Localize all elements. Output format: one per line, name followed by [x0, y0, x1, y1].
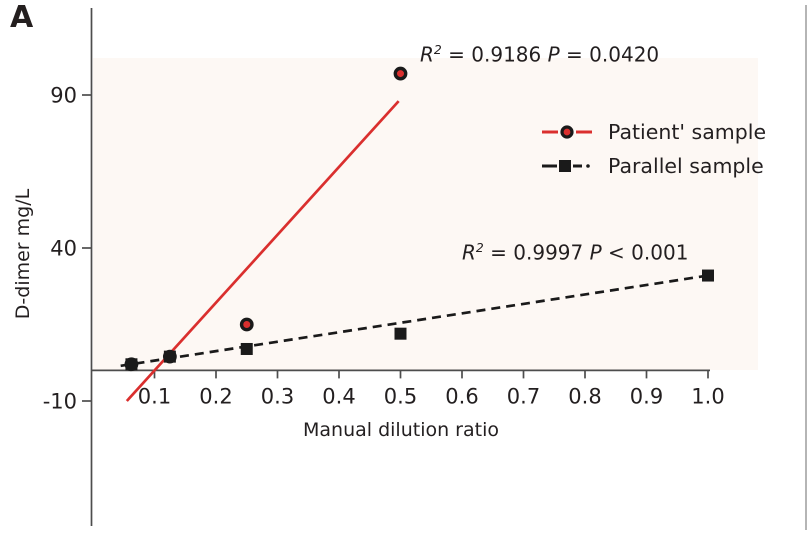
x-tick-label: 0.3	[261, 384, 294, 408]
x-tick-label: 0.8	[568, 384, 601, 408]
legend-label-parallel: Parallel sample	[608, 154, 764, 178]
panel-label: A	[10, 0, 35, 35]
x-tick-label: 0.1	[138, 384, 171, 408]
x-tick-label: 0.6	[445, 384, 478, 408]
plot-area	[93, 58, 758, 370]
r-exponent: 2	[475, 240, 484, 255]
x-tick-label: 1.0	[691, 384, 724, 408]
x-tick-label: 0.4	[322, 384, 355, 408]
x-tick-label: 0.2	[199, 384, 232, 408]
x-tick-label: 0.5	[384, 384, 417, 408]
data-point-patient	[393, 66, 408, 81]
data-point-parallel	[240, 342, 253, 355]
y-axis-title: D-dimer mg/L	[12, 188, 34, 320]
p-symbol: P	[589, 240, 602, 265]
data-point-patient	[239, 317, 254, 332]
legend-label-patient: Patient' sample	[608, 120, 767, 144]
y-tick-label: -10	[43, 390, 77, 414]
data-point-parallel	[125, 358, 138, 371]
r2-value: = 0.9997	[490, 240, 584, 265]
y-tick-label: 90	[50, 84, 77, 108]
r2-value: = 0.9186	[448, 42, 542, 67]
data-point-parallel	[163, 350, 176, 363]
legend: Patient' sample Parallel sample	[540, 115, 766, 183]
data-point-parallel	[702, 269, 714, 282]
parallel-regression-stats: R2 = 0.9997 P < 0.001	[462, 240, 688, 265]
x-tick-label: 0.7	[507, 384, 540, 408]
r-symbol: R	[420, 42, 434, 67]
p-symbol: P	[547, 42, 560, 67]
patient-sample-marker-icon	[542, 125, 592, 139]
r-symbol: R	[462, 240, 476, 265]
patient-regression-stats: R2 = 0.9186 P = 0.0420	[420, 42, 659, 67]
y-tick-label: 40	[50, 237, 77, 261]
r-exponent: 2	[433, 42, 442, 57]
x-axis-title: Manual dilution ratio	[303, 419, 499, 441]
p-value: < 0.001	[608, 240, 689, 265]
parallel-sample-marker-icon	[542, 160, 590, 172]
figure-right-border	[805, 5, 807, 530]
p-value: = 0.0420	[566, 42, 660, 67]
legend-item-patient: Patient' sample	[540, 115, 766, 149]
data-point-parallel	[394, 327, 407, 340]
trend-line-square	[120, 274, 709, 368]
legend-item-parallel: Parallel sample	[540, 149, 766, 183]
x-tick-label: 0.9	[630, 384, 663, 408]
